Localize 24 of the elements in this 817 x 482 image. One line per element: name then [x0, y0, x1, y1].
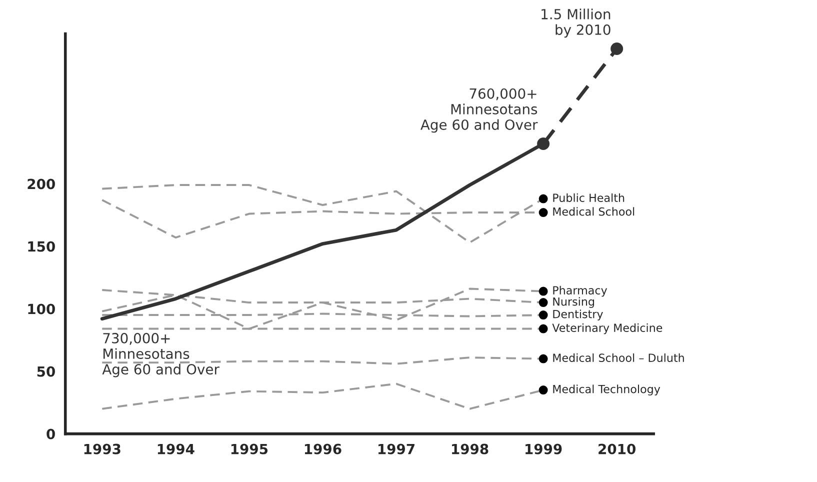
annotation: 1.5 Million by 2010	[542, 8, 610, 38]
series-label: Medical School	[553, 207, 634, 216]
series-label: Medical School – Duluth	[553, 353, 684, 362]
y-tick-label: 0	[46, 428, 55, 440]
annotation: 730,000+ Minnesotans Age 60 and Over	[102, 332, 220, 378]
x-tick-label: 1995	[231, 444, 268, 454]
x-tick-label: 1996	[304, 444, 342, 454]
x-tick-label: 1997	[378, 444, 414, 454]
x-tick-label: 1999	[526, 444, 562, 454]
y-tick-label: 200	[28, 178, 55, 190]
series-label: Pharmacy	[553, 286, 608, 297]
x-tick-label: 1993	[84, 444, 120, 454]
annotation: 760,000+ Minnesotans Age 60 and Over	[420, 88, 538, 133]
y-tick-label: 50	[37, 366, 55, 377]
x-tick-label: 2010	[598, 444, 636, 454]
y-tick-label: 100	[28, 304, 55, 314]
x-tick-label: 1998	[452, 444, 488, 454]
y-tick-label: 150	[28, 241, 55, 252]
series-label: Medical Technology	[553, 384, 660, 396]
series-label: Veterinary Medicine	[552, 323, 662, 334]
series-label: Public Health	[553, 193, 624, 202]
series-label: Dentistry	[553, 310, 603, 320]
series-label: Nursing	[553, 297, 594, 308]
x-tick-label: 1994	[158, 444, 194, 454]
